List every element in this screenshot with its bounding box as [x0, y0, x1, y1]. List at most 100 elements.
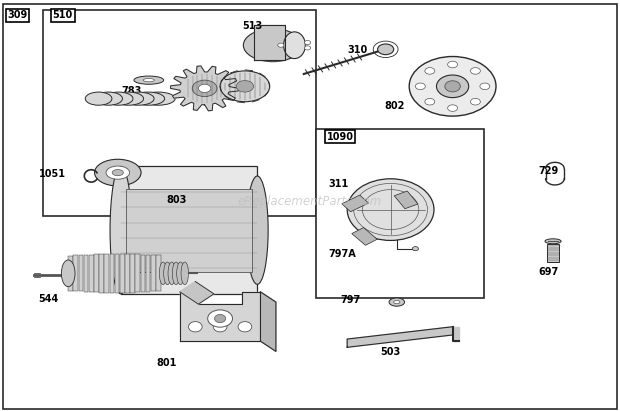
Ellipse shape — [215, 314, 226, 323]
Ellipse shape — [110, 166, 131, 294]
Bar — [104, 254, 109, 293]
Text: 797A: 797A — [329, 249, 356, 259]
Circle shape — [471, 98, 480, 105]
Polygon shape — [260, 292, 276, 351]
Ellipse shape — [168, 262, 175, 284]
Ellipse shape — [409, 56, 496, 116]
Bar — [68, 256, 73, 291]
Text: eReplacementParts.com: eReplacementParts.com — [238, 195, 382, 208]
Text: 802: 802 — [384, 101, 405, 111]
Bar — [135, 254, 140, 292]
Text: 801: 801 — [156, 358, 176, 367]
Polygon shape — [347, 327, 453, 347]
Ellipse shape — [188, 321, 202, 332]
Text: 510: 510 — [53, 10, 73, 20]
Ellipse shape — [445, 81, 460, 92]
Ellipse shape — [208, 310, 232, 327]
Ellipse shape — [113, 92, 144, 105]
Bar — [94, 254, 99, 292]
Circle shape — [412, 247, 418, 251]
Text: 310: 310 — [347, 45, 368, 55]
Ellipse shape — [238, 321, 252, 332]
Text: 729: 729 — [538, 166, 559, 176]
Circle shape — [192, 80, 217, 97]
Bar — [352, 228, 377, 245]
Ellipse shape — [283, 32, 306, 58]
Text: 503: 503 — [381, 347, 401, 357]
Ellipse shape — [94, 92, 123, 105]
Circle shape — [425, 68, 435, 74]
Circle shape — [415, 83, 425, 90]
Polygon shape — [453, 327, 459, 341]
Bar — [156, 256, 161, 291]
Ellipse shape — [389, 298, 404, 306]
Text: 513: 513 — [242, 21, 262, 30]
Ellipse shape — [106, 166, 130, 179]
Text: 797: 797 — [340, 295, 361, 305]
Circle shape — [480, 83, 490, 90]
Ellipse shape — [181, 262, 188, 284]
Polygon shape — [180, 282, 214, 304]
Text: 544: 544 — [38, 294, 59, 304]
Ellipse shape — [122, 92, 154, 105]
Ellipse shape — [61, 260, 75, 287]
Bar — [89, 254, 94, 292]
Circle shape — [198, 84, 211, 92]
Circle shape — [471, 68, 480, 74]
Circle shape — [304, 46, 311, 50]
Ellipse shape — [247, 176, 268, 284]
Ellipse shape — [347, 179, 434, 240]
Text: 311: 311 — [329, 179, 349, 189]
Circle shape — [425, 98, 435, 105]
Ellipse shape — [545, 239, 561, 244]
Bar — [547, 244, 559, 262]
Bar — [120, 254, 125, 293]
Bar — [43, 10, 316, 216]
Bar — [126, 189, 252, 272]
Ellipse shape — [143, 79, 154, 82]
Bar — [115, 254, 119, 293]
Ellipse shape — [159, 262, 167, 284]
Bar — [79, 255, 83, 291]
Ellipse shape — [172, 262, 180, 284]
Ellipse shape — [131, 92, 165, 105]
Bar — [130, 254, 135, 293]
Ellipse shape — [394, 300, 400, 304]
Ellipse shape — [436, 75, 469, 98]
Polygon shape — [180, 292, 260, 341]
Bar — [110, 254, 114, 293]
Bar — [151, 255, 156, 291]
Text: 1051: 1051 — [38, 169, 66, 178]
Bar — [125, 254, 130, 293]
Polygon shape — [170, 66, 239, 111]
Ellipse shape — [220, 71, 270, 102]
Bar — [394, 191, 418, 209]
Ellipse shape — [134, 76, 164, 84]
Ellipse shape — [141, 92, 175, 105]
Bar — [342, 195, 368, 212]
Bar — [121, 166, 257, 294]
Ellipse shape — [86, 92, 112, 105]
Bar — [73, 256, 78, 291]
Circle shape — [278, 43, 284, 47]
Ellipse shape — [243, 29, 303, 62]
Bar — [146, 255, 150, 292]
Ellipse shape — [164, 262, 171, 284]
Ellipse shape — [104, 92, 133, 105]
Bar — [84, 255, 89, 292]
Text: 803: 803 — [167, 195, 187, 205]
Text: 783: 783 — [121, 86, 141, 96]
Circle shape — [448, 61, 458, 68]
Bar — [316, 129, 484, 298]
Bar — [141, 254, 145, 292]
Bar — [99, 254, 104, 293]
Circle shape — [236, 81, 254, 92]
Circle shape — [448, 105, 458, 111]
Text: 1090: 1090 — [327, 132, 354, 141]
Ellipse shape — [94, 159, 141, 186]
Text: 309: 309 — [7, 10, 28, 20]
Polygon shape — [254, 25, 285, 60]
Ellipse shape — [213, 321, 227, 332]
Circle shape — [304, 40, 311, 44]
Text: 697: 697 — [538, 267, 559, 277]
